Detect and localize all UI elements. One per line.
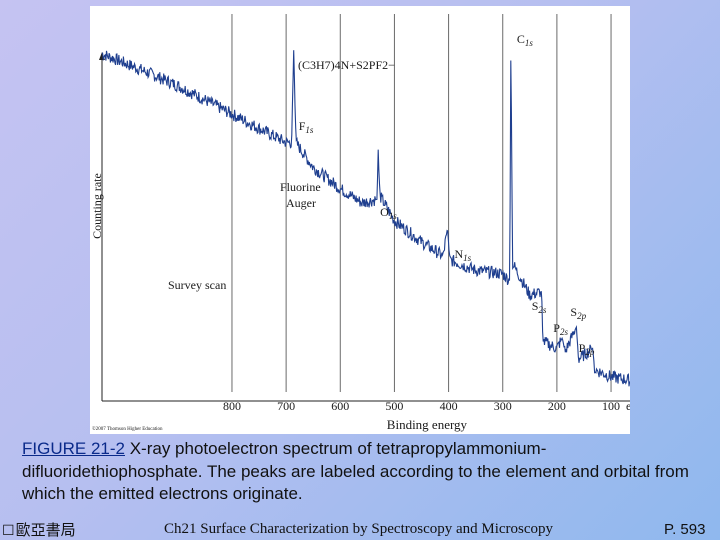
auger-label-line1: Fluorine [280, 180, 321, 194]
spectrum-figure: 800 700 600 500 400 300 200 100 eV Counting rate B… [90, 6, 630, 434]
x-tick-label-300: 300 [494, 399, 512, 413]
peak-label-o1s: O1s [380, 205, 397, 221]
peak-label-f1s: F1s [299, 119, 314, 135]
peak-label-n1s: N1s [455, 247, 472, 263]
y-axis-label: Counting rate [90, 173, 104, 239]
peak-label-p2s: P2s [553, 321, 568, 337]
x-tick-label-600: 600 [331, 399, 349, 413]
x-tick-label-100: 100 [602, 399, 620, 413]
publisher-mark-icon: ☐ [2, 523, 15, 539]
caption-label: FIGURE 21-2 [22, 439, 125, 458]
x-axis-label: Binding energy [387, 417, 468, 432]
peak-label-s2s: S2s [532, 299, 547, 315]
x-tick-label-800: 800 [223, 399, 241, 413]
peak-label-p2p: P2p [579, 341, 595, 357]
x-tick-label-400: 400 [440, 399, 458, 413]
auger-label-line2: Auger [286, 196, 316, 210]
spectrum-line [101, 50, 630, 387]
x-tick-label-700: 700 [277, 399, 295, 413]
x-unit-label: eV [626, 399, 630, 413]
copyright-notice: ©2007 Thomson Higher Education [92, 426, 163, 432]
publisher-logo: ☐歐亞書局 [2, 519, 76, 540]
footer-course-title: Ch21 Surface Characterization by Spectro… [164, 521, 554, 537]
xps-spectrum-chart: 800 700 600 500 400 300 200 100 eV Counting rate B… [90, 14, 630, 432]
publisher-name: 歐亞書局 [15, 521, 76, 539]
x-tick-label-200: 200 [548, 399, 566, 413]
caption-text: X-ray photoelectron spectrum of tetrapro… [22, 439, 689, 503]
x-tick-label-500: 500 [385, 399, 403, 413]
compound-formula-label: (C3H7)4N+S2PF2− [298, 58, 395, 72]
survey-scan-label: Survey scan [168, 278, 226, 292]
peak-label-s2p: S2p [570, 305, 586, 321]
figure-caption: FIGURE 21-2 X-ray photoelectron spectrum… [22, 438, 702, 506]
peak-label-c1s: C1s [517, 32, 534, 48]
footer-page-number: P. 593 [664, 521, 706, 538]
